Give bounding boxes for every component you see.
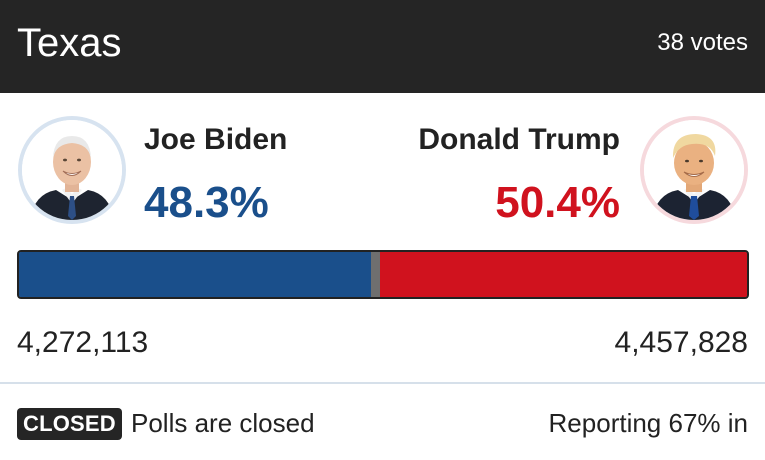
electoral-votes: 38 votes bbox=[657, 29, 748, 56]
closed-badge: CLOSED bbox=[17, 408, 122, 440]
dem-vote-count: 4,272,113 bbox=[17, 326, 149, 359]
dem-candidate-name: Joe Biden bbox=[144, 123, 288, 156]
rep-vote-share bbox=[380, 252, 747, 297]
dem-vote-share bbox=[19, 252, 371, 297]
state-title: Texas bbox=[17, 21, 122, 65]
rep-candidate-percent: 50.4% bbox=[495, 178, 620, 227]
rep-vote-count: 4,457,828 bbox=[614, 326, 748, 359]
state-header: Texas 38 votes bbox=[0, 0, 765, 93]
dem-candidate-percent: 48.3% bbox=[144, 178, 269, 227]
polls-status: Polls are closed bbox=[131, 408, 315, 438]
trump-avatar bbox=[640, 116, 748, 224]
biden-avatar bbox=[18, 116, 126, 224]
reporting-status: Reporting 67% in bbox=[548, 408, 748, 438]
divider bbox=[0, 382, 765, 384]
vote-share-bar bbox=[17, 250, 749, 299]
donald-trump-portrait-icon bbox=[644, 120, 744, 220]
joe-biden-portrait-icon bbox=[22, 120, 122, 220]
rep-candidate-name: Donald Trump bbox=[418, 123, 620, 156]
